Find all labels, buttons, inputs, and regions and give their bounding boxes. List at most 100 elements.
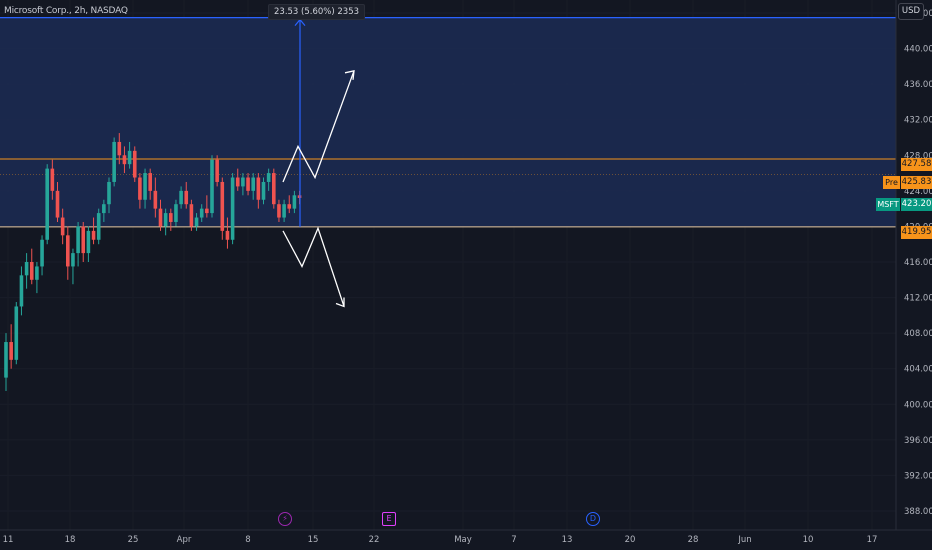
candle-body[interactable] [277, 204, 281, 218]
candle-body[interactable] [19, 275, 24, 307]
y-tick-label: 412.00 [904, 294, 932, 304]
x-tick-label: 13 [562, 535, 573, 545]
candle-body[interactable] [40, 239, 44, 267]
drawings[interactable] [282, 18, 355, 308]
dividend-icon[interactable]: D [586, 512, 600, 526]
y-tick-label: 408.00 [904, 329, 932, 339]
x-tick-label: 22 [369, 535, 380, 545]
candle-body[interactable] [153, 190, 158, 209]
time-axis[interactable]: 11 18 25 Apr 8 15 22 May 7 13 20 28 Jun 10 17 [0, 529, 932, 545]
last-price-tag: 423.20 [901, 198, 932, 211]
x-tick-label: 17 [867, 535, 878, 545]
candle-body[interactable] [112, 141, 116, 182]
x-tick-label: 10 [803, 535, 814, 545]
candle-body[interactable] [251, 177, 255, 191]
symbol-label: MSFT [876, 198, 900, 211]
candle-body[interactable] [184, 190, 189, 205]
candle-body[interactable] [163, 213, 168, 227]
candle-body[interactable] [81, 226, 86, 254]
candle-body[interactable] [220, 181, 225, 231]
candle-body[interactable] [138, 177, 142, 200]
candle-body[interactable] [282, 204, 286, 218]
y-tick-label: 432.00 [904, 116, 932, 126]
earnings-icon[interactable]: E [382, 512, 396, 526]
candle-body[interactable] [55, 190, 60, 218]
candle-body[interactable] [132, 150, 137, 178]
bearish-arrowhead [335, 297, 345, 308]
candle-body[interactable] [179, 190, 183, 205]
x-tick-label: 8 [245, 535, 250, 545]
candle-body[interactable] [230, 177, 235, 240]
x-tick-label: Apr [177, 535, 192, 545]
candle-body[interactable] [71, 253, 75, 267]
candle-body[interactable] [205, 208, 209, 214]
candle-body[interactable] [199, 208, 204, 218]
candle-body[interactable] [235, 177, 240, 187]
price-axis[interactable]: 388.00 392.00 396.00 400.00 404.00 408.00 412.… [904, 9, 932, 517]
candle-body[interactable] [169, 213, 173, 222]
y-tick-label: 396.00 [904, 436, 932, 446]
price-zone[interactable] [0, 17, 896, 228]
candle-body[interactable] [189, 204, 194, 227]
candle-body[interactable] [127, 150, 132, 165]
candle-body[interactable] [29, 262, 34, 280]
y-tick-label: 440.00 [904, 45, 932, 55]
y-tick-label: 404.00 [904, 365, 932, 375]
candle-body[interactable] [96, 213, 101, 240]
currency-button[interactable]: USD [898, 3, 924, 20]
candle-body[interactable] [143, 173, 147, 200]
candle-body[interactable] [45, 168, 49, 240]
dividend-lightning-icon[interactable]: ⚡ [278, 512, 292, 526]
candle-body[interactable] [50, 168, 55, 191]
candle-body[interactable] [256, 177, 261, 200]
pre-market-label: Pre [883, 176, 900, 189]
candle-body[interactable] [261, 181, 266, 200]
candle-body[interactable] [266, 173, 271, 182]
candle-body[interactable] [91, 230, 96, 240]
upper-level-price-tag: 427.58 [901, 158, 932, 171]
y-tick-label: 392.00 [904, 471, 932, 481]
x-tick-label: 18 [65, 535, 76, 545]
candle-body[interactable] [102, 204, 106, 214]
candle-body[interactable] [107, 181, 111, 205]
candle-body[interactable] [158, 208, 163, 227]
x-tick-label: Jun [737, 535, 751, 545]
bearish-projection-path[interactable] [282, 226, 345, 307]
bullish-arrowhead [344, 69, 355, 80]
candle-body[interactable] [122, 155, 127, 165]
candle-body[interactable] [86, 230, 91, 254]
x-tick-label: 11 [3, 535, 14, 545]
y-tick-label: 424.00 [904, 187, 932, 197]
target-zone-rect[interactable] [0, 17, 896, 227]
candle-body[interactable] [194, 217, 199, 227]
y-tick-label: 388.00 [904, 507, 932, 517]
candle-body[interactable] [4, 342, 8, 378]
candle-body[interactable] [9, 342, 13, 360]
candle-body[interactable] [246, 177, 250, 191]
candle-body[interactable] [241, 177, 245, 187]
candle-body[interactable] [287, 204, 292, 209]
candle-body[interactable] [148, 173, 152, 191]
candle-body[interactable] [272, 173, 276, 205]
bullish-projection-path[interactable] [282, 70, 355, 183]
y-tick-label: 400.00 [904, 400, 932, 410]
candle-body[interactable] [60, 217, 65, 236]
candle-body[interactable] [225, 230, 230, 240]
candle-body[interactable] [35, 266, 39, 280]
candle-body[interactable] [66, 235, 70, 267]
candle-body[interactable] [215, 159, 219, 182]
pre-market-price-tag: 425.83 [901, 176, 932, 189]
chart-title: Microsoft Corp., 2h, NASDAQ [4, 6, 128, 16]
x-tick-label: 20 [625, 535, 636, 545]
candle-body[interactable] [76, 226, 80, 254]
y-tick-label: 436.00 [904, 80, 932, 90]
candle-body[interactable] [14, 306, 19, 360]
candle-body[interactable] [117, 141, 122, 156]
candle-body[interactable] [174, 204, 178, 222]
x-tick-label: 15 [308, 535, 319, 545]
candle-body[interactable] [210, 159, 214, 214]
candle-body[interactable] [292, 195, 297, 209]
candles[interactable] [4, 133, 302, 391]
candle-body[interactable] [24, 262, 29, 276]
